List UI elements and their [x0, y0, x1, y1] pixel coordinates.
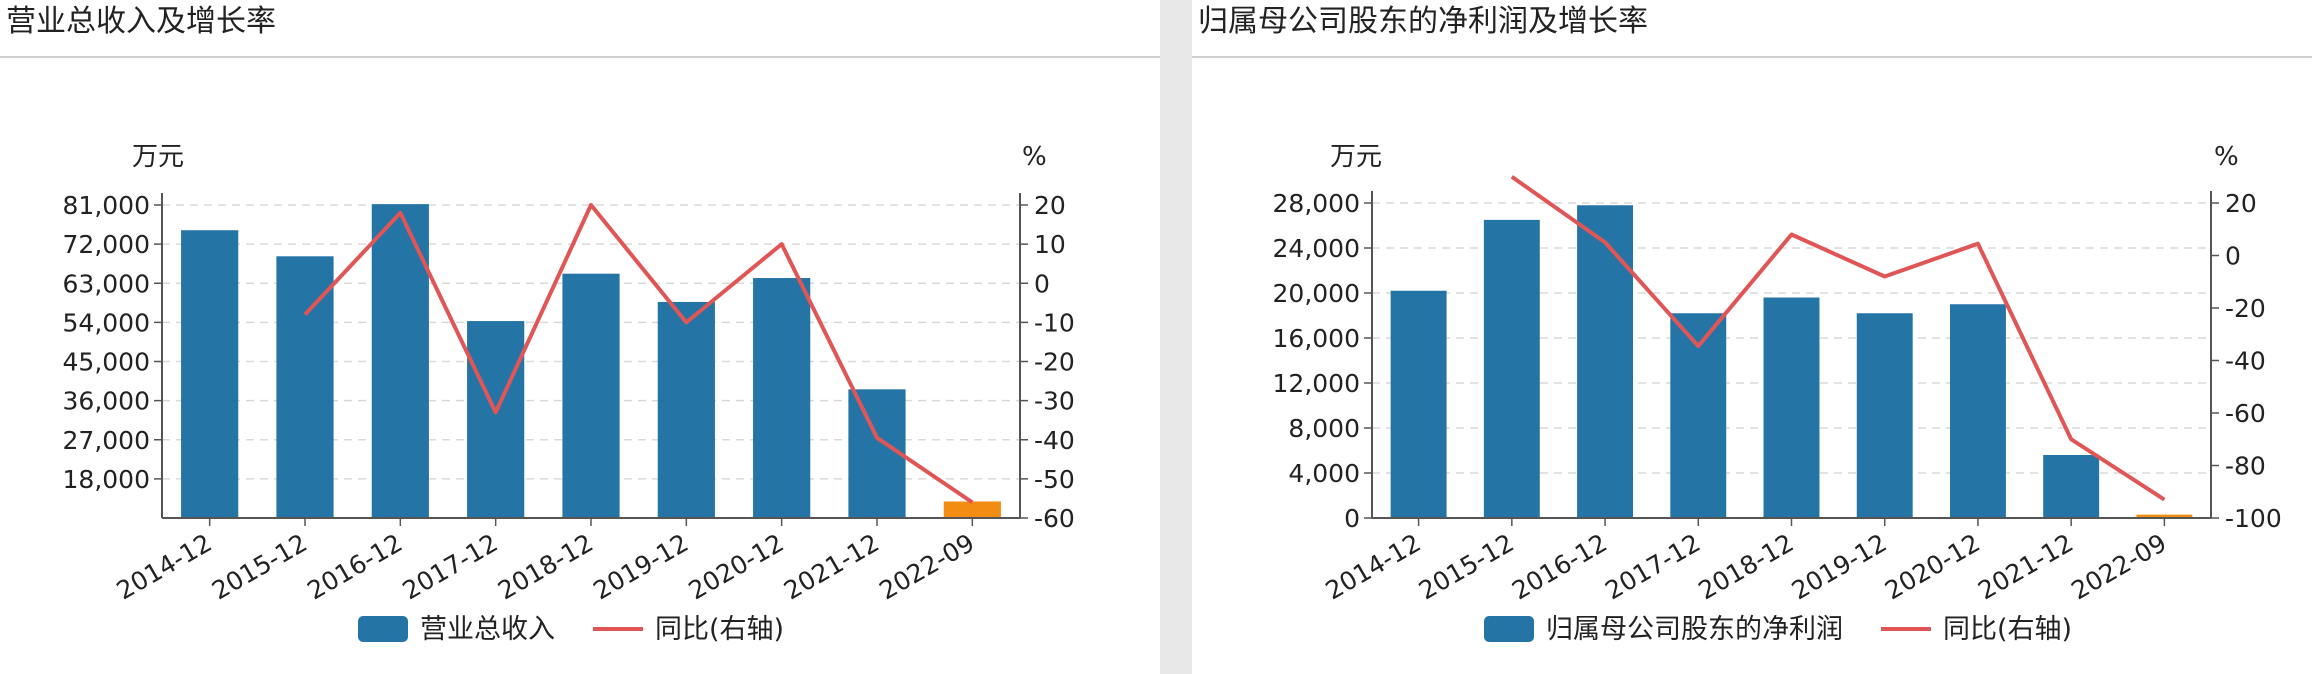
right-axis-tick-label: 10	[1034, 230, 1066, 259]
x-axis-tick-label: 2015-12	[1414, 528, 1519, 605]
right-axis-tick-label: -60	[1034, 504, 1075, 533]
x-axis-tick-label: 2017-12	[1600, 528, 1705, 605]
bar	[657, 301, 715, 518]
left-axis-tick-label: 24,000	[1273, 234, 1360, 263]
x-axis-tick-label: 2017-12	[398, 528, 503, 605]
bar	[1763, 297, 1820, 518]
bar	[943, 501, 1001, 518]
yoy-growth-line	[1510, 175, 2166, 502]
profit-panel: 归属母公司股东的净利润及增长率 0 4,000 8,000 12,000 16,000 2…	[1192, 0, 2312, 674]
legend-bar-label: 营业总收入	[420, 614, 555, 645]
right-axis-tick-label: 0	[2225, 242, 2241, 271]
revenue-chart: 18,000 27,000 36,000 45,000 54,000 63,000 72,0…	[63, 142, 1075, 645]
left-axis-tick-label: 0	[1344, 504, 1360, 533]
left-axis-tick-label: 28,000	[1273, 189, 1360, 218]
left-axis-tick-label: 16,000	[1273, 324, 1360, 353]
left-axis-tick-label: 27,000	[63, 426, 150, 455]
right-axis-tick-label: -40	[1034, 426, 1075, 455]
x-axis-tick-label: 2014-12	[112, 528, 217, 605]
bar	[753, 278, 811, 518]
x-axis-tick-label: 2022-09	[2066, 528, 2171, 605]
bar	[181, 230, 239, 519]
bar	[562, 273, 620, 518]
right-axis-tick-label: -100	[2225, 504, 2282, 533]
x-axis-tick-label: 2022-09	[874, 528, 979, 605]
right-axis-tick-label: -50	[1034, 465, 1075, 494]
bar	[1856, 313, 1913, 518]
x-axis-tick-label: 2016-12	[1507, 528, 1612, 605]
right-axis-tick-label: -20	[2225, 294, 2266, 323]
right-axis-tick-label: -40	[2225, 347, 2266, 376]
left-axis-unit: 万元	[132, 142, 184, 172]
bar	[276, 256, 334, 518]
yoy-growth-line	[303, 203, 974, 505]
panel-separator	[1160, 0, 1192, 674]
bar	[1577, 205, 1634, 518]
left-axis-tick-label: 18,000	[63, 465, 150, 494]
left-axis-tick-label: 8,000	[1288, 414, 1360, 443]
bar	[2136, 514, 2193, 518]
right-axis-tick-label: -30	[1034, 387, 1075, 416]
legend-bar-label: 归属母公司股东的净利润	[1546, 614, 1843, 645]
revenue-panel: 营业总收入及增长率 18,000 27,000 36,000 45,000 54,000…	[0, 4, 1160, 645]
left-axis-tick-label: 12,000	[1273, 369, 1360, 398]
right-axis-tick-label: -20	[1034, 348, 1075, 377]
x-axis-tick-label: 2019-12	[588, 528, 693, 605]
x-axis-tick-label: 2020-12	[684, 528, 789, 605]
right-axis-unit: %	[2214, 142, 2239, 172]
bar	[2043, 455, 2100, 518]
bar	[848, 389, 906, 518]
right-axis-tick-label: -10	[1034, 308, 1075, 337]
legend-line-label: 同比(右轴)	[1943, 614, 2072, 645]
x-axis-tick-label: 2020-12	[1880, 528, 1985, 605]
x-axis-tick-label: 2019-12	[1787, 528, 1892, 605]
x-axis-tick-label: 2021-12	[1973, 528, 2078, 605]
right-axis-tick-label: 0	[1034, 269, 1050, 298]
left-axis-tick-label: 63,000	[63, 269, 150, 298]
x-axis-tick-label: 2016-12	[302, 528, 407, 605]
left-axis-tick-label: 54,000	[63, 308, 150, 337]
right-axis-unit: %	[1022, 142, 1047, 172]
bar	[467, 321, 525, 518]
x-axis-tick-label: 2015-12	[207, 528, 312, 605]
legend-bar-swatch-icon	[1484, 616, 1534, 642]
right-axis-tick-label: 20	[2225, 189, 2257, 218]
x-axis-tick-label: 2018-12	[493, 528, 598, 605]
x-axis-tick-label: 2014-12	[1321, 528, 1426, 605]
left-axis-tick-label: 45,000	[63, 348, 150, 377]
net-profit-chart: 0 4,000 8,000 12,000 16,000 20,000 24,000 28,00…	[1273, 142, 2282, 645]
bar	[1483, 219, 1540, 518]
right-axis-tick-label: -60	[2225, 399, 2266, 428]
legend-bar-swatch-icon	[358, 616, 408, 642]
legend-line-label: 同比(右轴)	[655, 614, 784, 645]
bar	[1390, 290, 1447, 518]
left-axis-tick-label: 4,000	[1288, 459, 1360, 488]
left-axis-unit: 万元	[1330, 142, 1382, 172]
bar	[1949, 304, 2006, 518]
x-axis-tick-label: 2021-12	[779, 528, 884, 605]
right-axis-tick-label: 20	[1034, 191, 1066, 220]
title-divider	[0, 56, 1160, 58]
left-axis-tick-label: 20,000	[1273, 279, 1360, 308]
title-divider	[1192, 56, 2312, 58]
left-axis-tick-label: 72,000	[63, 230, 150, 259]
x-axis-tick-label: 2018-12	[1694, 528, 1799, 605]
revenue-panel-title: 营业总收入及增长率	[6, 4, 276, 39]
profit-panel-title: 归属母公司股东的净利润及增长率	[1198, 4, 1648, 39]
left-axis-tick-label: 36,000	[63, 387, 150, 416]
right-axis-tick-label: -80	[2225, 452, 2266, 481]
left-axis-tick-label: 81,000	[63, 191, 150, 220]
